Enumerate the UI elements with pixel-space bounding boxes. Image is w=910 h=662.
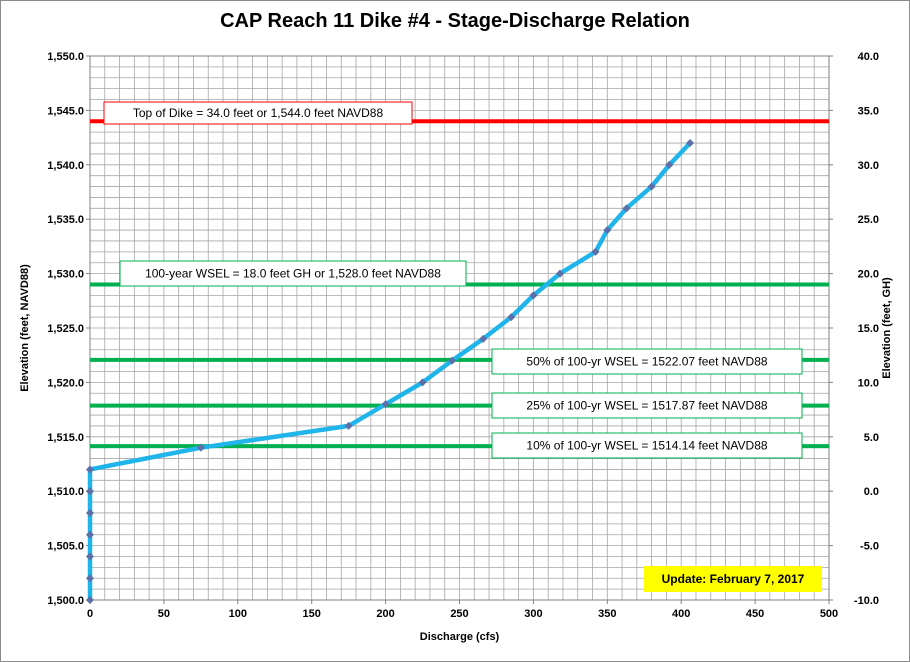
- reference-label-box: [103, 101, 413, 125]
- reference-label-box: [491, 432, 803, 459]
- x-tick-label: 150: [303, 608, 321, 620]
- y-tick-label: 1,525.0: [47, 323, 84, 335]
- data-point: [86, 596, 94, 604]
- data-point: [86, 487, 94, 496]
- x-tick-label: 450: [746, 608, 764, 620]
- grid: [89, 55, 830, 601]
- y2-tick-label: -10.0: [854, 595, 879, 607]
- labels: Top of Dike = 34.0 feet or 1,544.0 feet …: [103, 101, 822, 592]
- y-tick-label: 1,500.0: [47, 595, 84, 607]
- data-point: [448, 356, 457, 365]
- y2-tick-label: 40.0: [858, 51, 879, 63]
- data-point: [622, 204, 631, 213]
- y2-tick-label: 0.0: [864, 486, 879, 498]
- y-tick-label: 1,545.0: [47, 105, 84, 117]
- reference-label: 10% of 100-yr WSEL = 1514.14 feet NAVD88: [526, 439, 767, 453]
- reference-label-box: [491, 392, 803, 419]
- x-axis-label: Discharge (cfs): [420, 631, 500, 643]
- y2-tick-label: -5.0: [860, 541, 879, 553]
- y-tick-label: 1,540.0: [47, 160, 84, 172]
- data-point: [344, 421, 353, 430]
- x-tick-label: 500: [820, 608, 838, 620]
- data-point: [529, 291, 538, 300]
- data-point: [603, 226, 612, 235]
- reference-label-box: [491, 348, 803, 375]
- y-tick-label: 1,505.0: [47, 541, 84, 553]
- series-line: [87, 141, 692, 600]
- update-label: Update: February 7, 2017: [662, 572, 805, 586]
- x-tick-label: 300: [524, 608, 542, 620]
- x-tick-label: 400: [672, 608, 690, 620]
- reference-label-box: [119, 260, 467, 287]
- data-point: [86, 508, 94, 517]
- x-tick-label: 350: [598, 608, 616, 620]
- data-point: [418, 378, 427, 387]
- data-point: [86, 530, 94, 539]
- data-point: [479, 334, 488, 343]
- y-tick-label: 1,535.0: [47, 214, 84, 226]
- data-point: [86, 552, 94, 561]
- y2-tick-label: 5.0: [864, 432, 879, 444]
- y2-tick-label: 30.0: [858, 160, 879, 172]
- y-tick-label: 1,520.0: [47, 377, 84, 389]
- reference-label: Top of Dike = 34.0 feet or 1,544.0 feet …: [133, 106, 384, 120]
- x-tick-label: 50: [158, 608, 170, 620]
- chart-title: CAP Reach 11 Dike #4 - Stage-Discharge R…: [220, 10, 690, 32]
- axes: 0 50 100 150 200 250 300 350 400 450 500 1,500.0 1,5…: [19, 51, 893, 643]
- y-tick-label: 1,515.0: [47, 432, 84, 444]
- reference-label: 50% of 100-yr WSEL = 1522.07 feet NAVD88: [526, 355, 767, 369]
- reference-label: 25% of 100-yr WSEL = 1517.87 feet NAVD88: [526, 399, 767, 413]
- y-tick-label: 1,530.0: [47, 269, 84, 281]
- data-point: [196, 443, 205, 452]
- x-tick-label: 100: [229, 608, 247, 620]
- y2-tick-label: 35.0: [858, 105, 879, 117]
- x-tick-label: 0: [87, 608, 93, 620]
- data-point: [507, 313, 516, 322]
- y2-tick-label: 20.0: [858, 269, 879, 281]
- data-point: [647, 182, 656, 191]
- y2-tick-label: 15.0: [858, 323, 879, 335]
- data-point: [86, 465, 94, 474]
- data-point: [556, 269, 565, 278]
- y-tick-label: 1,510.0: [47, 486, 84, 498]
- x-tick-label: 250: [450, 608, 468, 620]
- y2-axis-label: Elevation (feet, GH): [881, 277, 893, 379]
- data-point: [665, 160, 674, 169]
- data-point: [86, 574, 94, 583]
- y-tick-label: 1,550.0: [47, 51, 84, 63]
- update-badge: [644, 566, 822, 592]
- reference-label: 100-year WSEL = 18.0 feet GH or 1,528.0 …: [145, 267, 441, 281]
- y2-tick-label: 25.0: [858, 214, 879, 226]
- y-axis-label: Elevation (feet, NAVD88): [19, 264, 31, 392]
- x-tick-label: 200: [376, 608, 394, 620]
- y2-tick-label: 10.0: [858, 377, 879, 389]
- series: [86, 139, 695, 604]
- data-point: [686, 139, 695, 148]
- data-point: [381, 400, 390, 409]
- data-point: [591, 247, 600, 256]
